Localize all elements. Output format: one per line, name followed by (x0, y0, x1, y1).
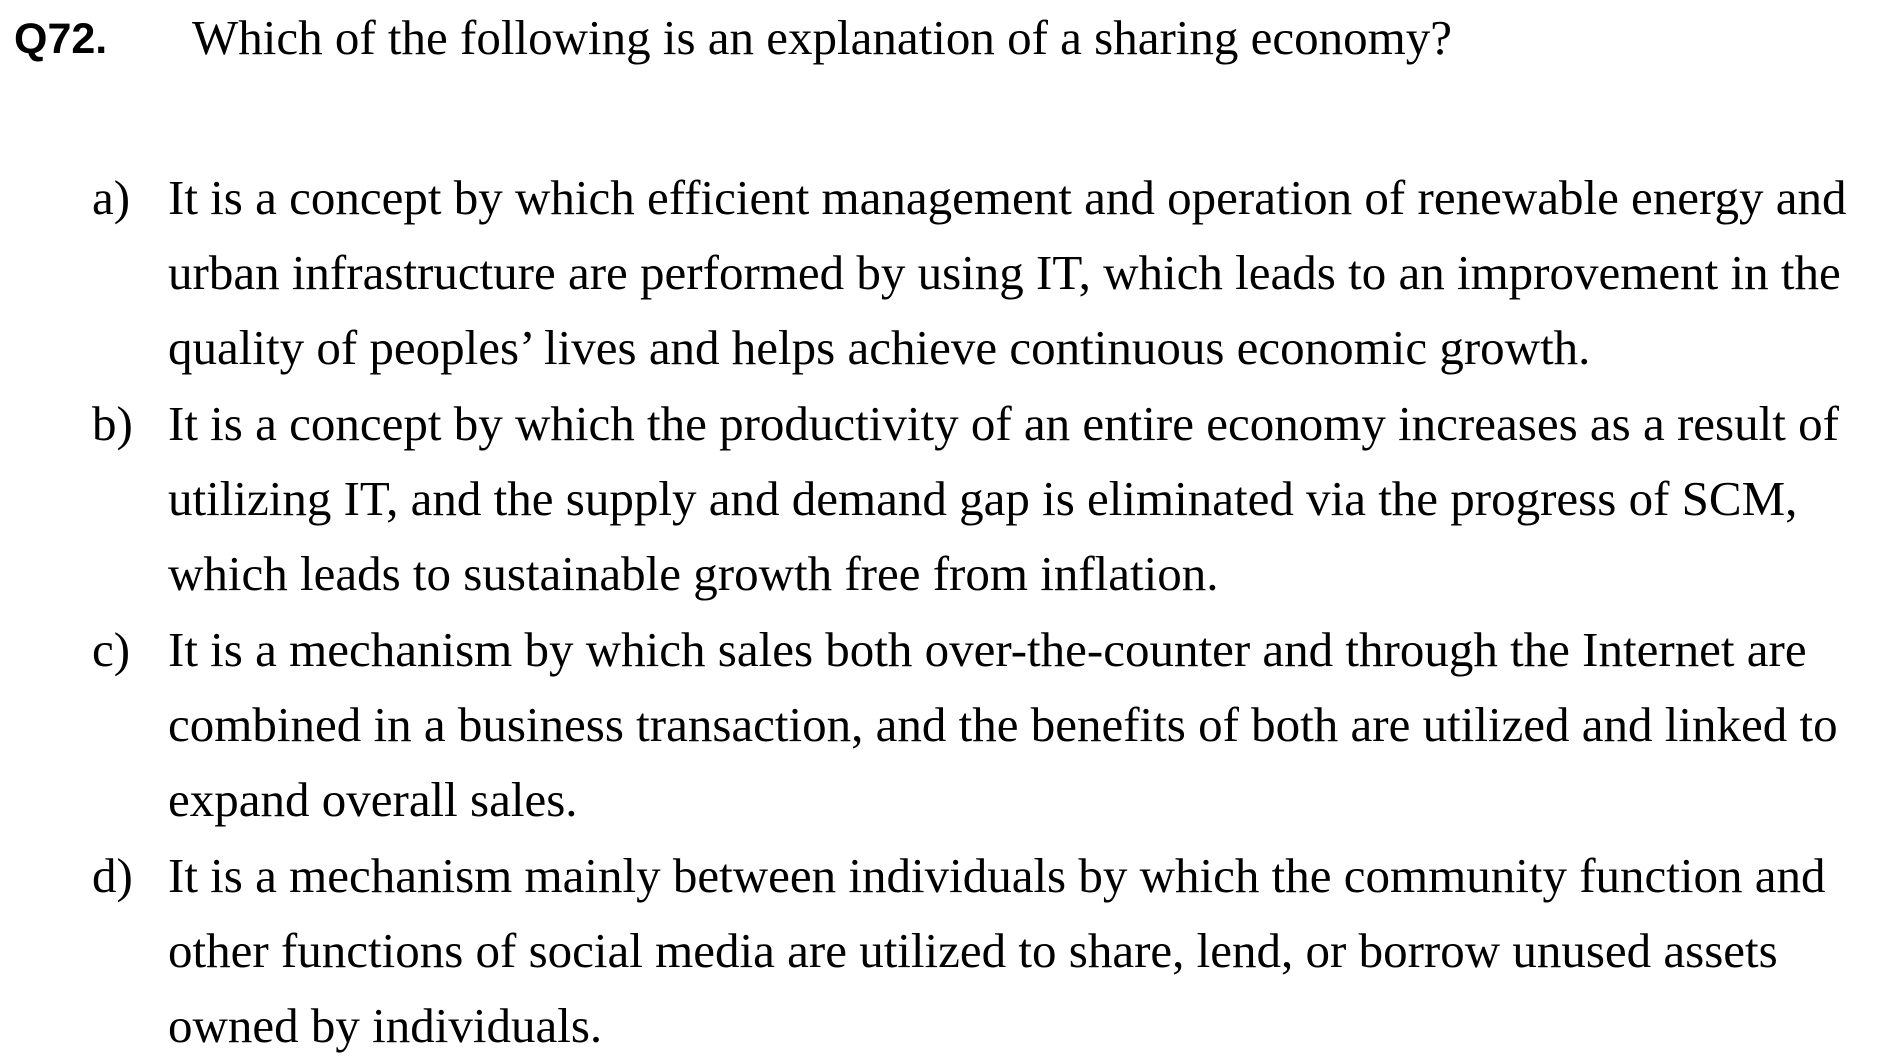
option-text-line: It is a mechanism by which sales both ov… (168, 622, 1807, 677)
answer-option-a[interactable]: a) It is a concept by which efficient ma… (0, 160, 1898, 385)
option-letter: c) (92, 622, 131, 677)
option-letter: a) (92, 170, 131, 225)
option-text: It is a concept by which efficient manag… (168, 160, 1883, 385)
option-text: It is a mechanism by which sales both ov… (168, 612, 1883, 837)
option-letter: d) (92, 848, 133, 903)
answer-options-list: a) It is a concept by which efficient ma… (0, 160, 1898, 1064)
option-text-line: other functions of social media are util… (168, 923, 1778, 978)
answer-option-c[interactable]: c) It is a mechanism by which sales both… (0, 612, 1898, 837)
option-text-line: urban infrastructure are performed by us… (168, 245, 1841, 300)
option-text-line: quality of peoples’ lives and helps achi… (168, 320, 1591, 375)
option-text-line: It is a mechanism mainly between individ… (168, 848, 1826, 903)
option-text-line: combined in a business transaction, and … (168, 697, 1838, 752)
option-letter: b) (92, 396, 133, 451)
option-text-line: utilizing IT, and the supply and demand … (168, 471, 1798, 526)
question-header: Q72. Which of the following is an explan… (14, 8, 1884, 68)
option-text-line: owned by individuals. (168, 998, 603, 1053)
option-text-line: It is a concept by which efficient manag… (168, 170, 1847, 225)
question-text: Which of the following is an explanation… (192, 10, 1453, 65)
answer-option-b[interactable]: b) It is a concept by which the producti… (0, 386, 1898, 611)
option-text: It is a mechanism mainly between individ… (168, 838, 1883, 1063)
option-text-line: which leads to sustainable growth free f… (168, 546, 1219, 601)
option-text: It is a concept by which the productivit… (168, 386, 1883, 611)
option-text-line: It is a concept by which the productivit… (168, 396, 1839, 451)
option-text-line: expand overall sales. (168, 772, 578, 827)
answer-option-d[interactable]: d) It is a mechanism mainly between indi… (0, 838, 1898, 1063)
question-number: Q72. (14, 15, 108, 63)
